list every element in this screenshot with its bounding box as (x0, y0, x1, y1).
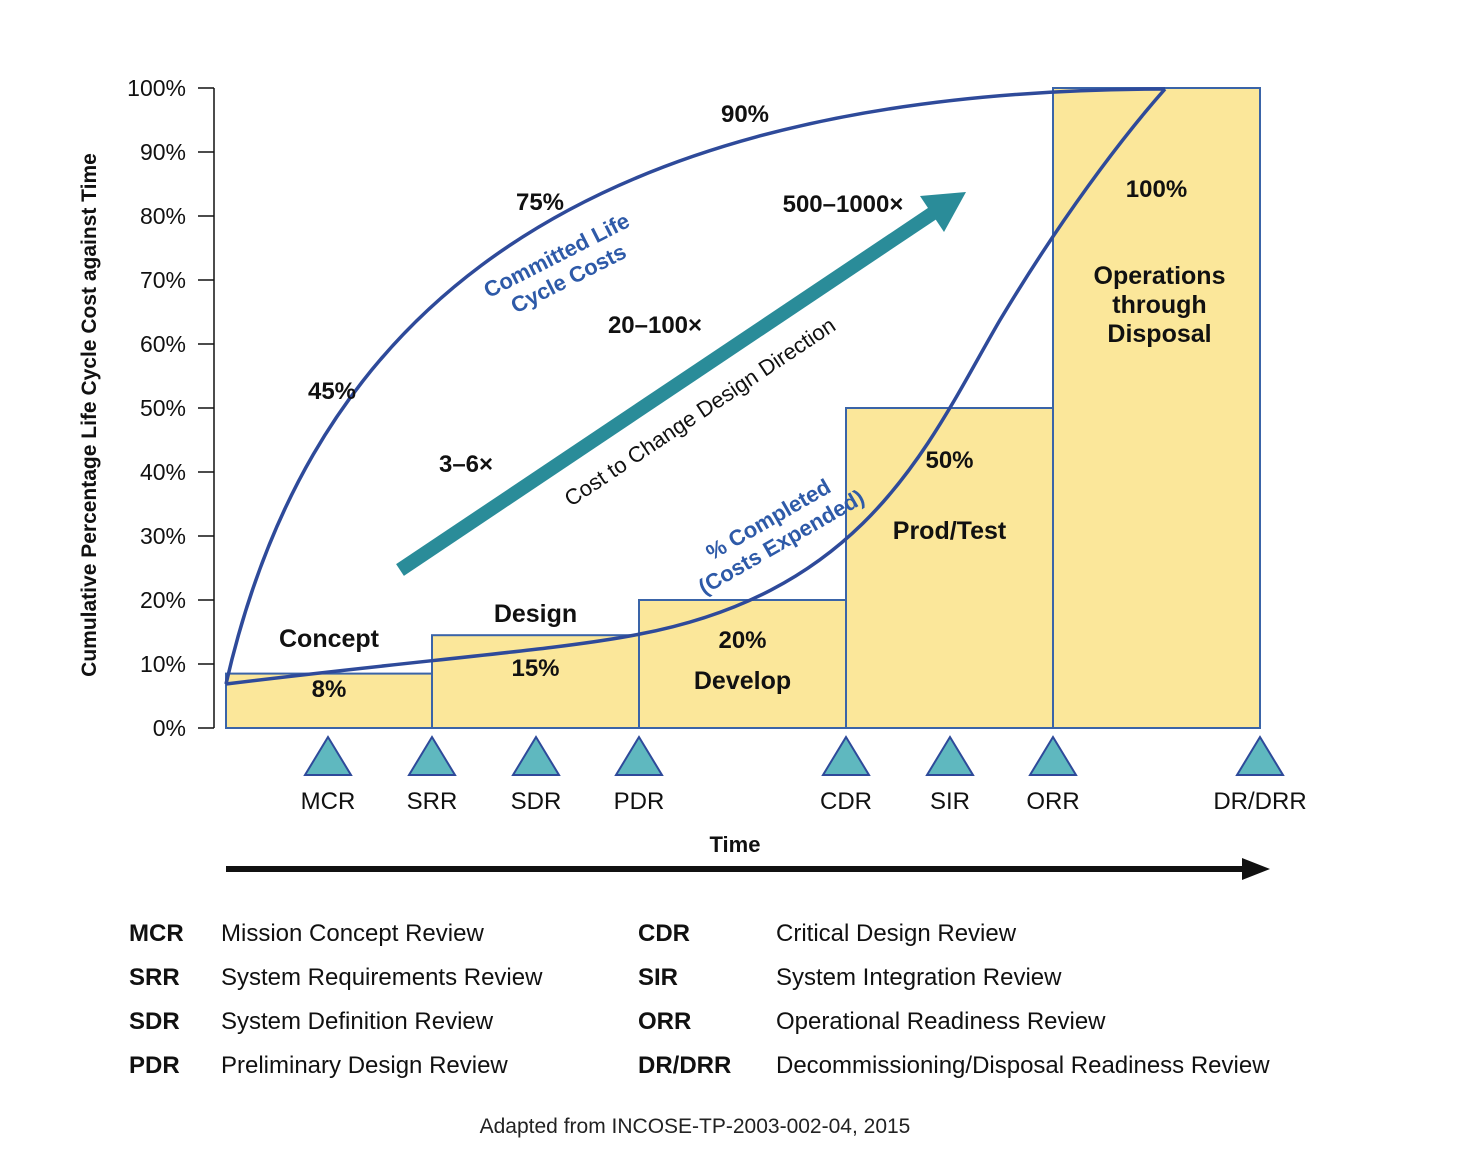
curves (224, 87, 1167, 686)
committed-cost-curve (224, 87, 1166, 685)
milestone-marker (1028, 735, 1078, 776)
expended-cost-curve (225, 87, 1167, 686)
legend-description: Operational Readiness Review (776, 1008, 1106, 1035)
y-tick-label: 80% (140, 203, 186, 229)
phase-name-label: Operations (1094, 262, 1226, 290)
y-tick-label: 60% (140, 331, 186, 357)
legend-description: System Integration Review (776, 964, 1062, 991)
source-note: Adapted from INCOSE-TP-2003-002-04, 2015 (480, 1115, 911, 1138)
y-tick-label: 100% (127, 75, 186, 101)
y-tick-label: 40% (140, 459, 186, 485)
legend-abbreviation: SRR (129, 964, 180, 991)
milestone-legend: MCR Mission Concept Review SRR System Requi… (129, 920, 1270, 1079)
legend-description: Preliminary Design Review (221, 1052, 508, 1079)
y-axis: 0% 10% 20% 30% 40% 50% 60% 70% 80% 90% 100% (127, 75, 215, 741)
milestones: MCR SRR SDR PDR CDR SIR ORR DR/DRR (301, 735, 1307, 815)
expended-curve-label: % Completed (Costs Expended) (694, 474, 868, 600)
legend-description: System Requirements Review (221, 964, 543, 991)
milestone-marker (1235, 735, 1285, 776)
phase-bar (225, 672, 433, 729)
milestone-label: DR/DRR (1213, 788, 1306, 815)
phase-percent-label: 15% (511, 655, 559, 682)
legend-abbreviation: PDR (129, 1052, 180, 1079)
y-tick-label: 30% (140, 523, 186, 549)
legend-abbreviation: DR/DRR (638, 1052, 731, 1079)
committed-curve-label: Committed Life Cycle Costs (480, 208, 634, 318)
milestone-label: PDR (614, 788, 665, 815)
legend-abbreviation: SDR (129, 1008, 180, 1035)
phase-percent-label: 20% (718, 627, 766, 654)
milestone-label: SDR (511, 788, 562, 815)
phase-name-label: Concept (279, 625, 380, 653)
y-tick-label: 10% (140, 651, 186, 677)
phase-percent-label: 8% (312, 676, 347, 703)
time-arrow (226, 858, 1270, 880)
phase-name-label: Prod/Test (893, 517, 1007, 545)
phase-name-label: Design (494, 600, 577, 628)
milestone-marker (821, 735, 871, 776)
legend-abbreviation: MCR (129, 920, 184, 947)
milestone-label: CDR (820, 788, 872, 815)
phase-bar (638, 599, 847, 729)
y-tick-label: 90% (140, 139, 186, 165)
legend-description: Mission Concept Review (221, 920, 484, 947)
y-tick-label: 70% (140, 267, 186, 293)
y-tick-label: 50% (140, 395, 186, 421)
y-tick-label: 20% (140, 587, 186, 613)
milestone-label: ORR (1026, 788, 1079, 815)
legend-description: Decommissioning/Disposal Readiness Revie… (776, 1052, 1270, 1079)
milestone-label: SIR (930, 788, 970, 815)
legend-description: Critical Design Review (776, 920, 1017, 947)
legend-abbreviation: SIR (638, 964, 678, 991)
phase-name-label: Develop (694, 667, 791, 695)
committed-annotation-75: 75% (516, 189, 564, 216)
legend-abbreviation: ORR (638, 1008, 691, 1035)
phase-bars: 8% Concept 15% Design 20% Develop 50% Prod/Test… (225, 87, 1261, 730)
milestone-label: SRR (407, 788, 458, 815)
milestone-marker (303, 735, 353, 776)
multiplier-mid: 20–100× (608, 312, 702, 339)
cost-to-change-arrow (396, 192, 966, 576)
milestone-label: MCR (301, 788, 356, 815)
milestone-marker (614, 735, 664, 776)
legend-abbreviation: CDR (638, 920, 690, 947)
multiplier-low: 3–6× (439, 451, 493, 478)
milestone-marker (407, 735, 457, 776)
milestone-marker (511, 735, 561, 776)
committed-annotation-45: 45% (308, 378, 356, 405)
phase-percent-label: 50% (925, 447, 973, 474)
committed-annotation-90: 90% (721, 101, 769, 128)
milestone-marker (925, 735, 975, 776)
x-axis-title: Time (710, 832, 761, 857)
legend-description: System Definition Review (221, 1008, 494, 1035)
phase-name-label: Disposal (1107, 320, 1211, 348)
multiplier-high: 500–1000× (783, 191, 904, 218)
phase-percent-label: 100% (1126, 176, 1187, 203)
cost-to-change-label: Cost to Change Design Direction (560, 312, 840, 511)
phase-name-label: through (1112, 291, 1206, 319)
y-axis-title: Cumulative Percentage Life Cycle Cost ag… (78, 153, 101, 677)
y-tick-label: 0% (153, 715, 186, 741)
